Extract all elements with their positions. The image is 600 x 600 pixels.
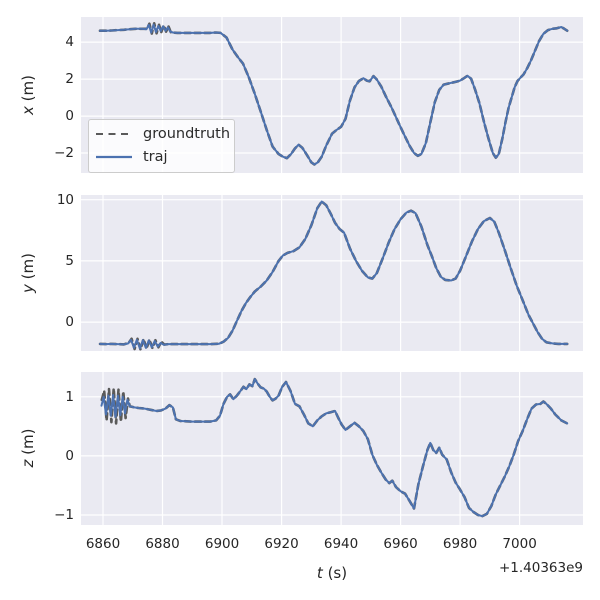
y-tick-label: −2 bbox=[54, 145, 74, 162]
legend-item-traj: traj bbox=[96, 146, 232, 167]
xlabel-var: t bbox=[316, 564, 323, 582]
legend-item-groundtruth: groundtruth bbox=[96, 123, 232, 144]
y-tick-label: 2 bbox=[65, 71, 74, 88]
y-tick-label: 4 bbox=[65, 34, 74, 51]
ylabel-y: y (m) bbox=[18, 238, 38, 308]
y-tick-label: 0 bbox=[65, 108, 74, 125]
y-tick-label: 5 bbox=[65, 252, 74, 269]
ylabel-y-var: y bbox=[19, 284, 37, 293]
y-tick-label: 0 bbox=[65, 314, 74, 331]
legend-solid-line-sample bbox=[96, 155, 132, 158]
x-tick-label: 6920 bbox=[264, 536, 299, 552]
x-tick-label: 7000 bbox=[502, 536, 537, 552]
legend-dashed-line-sample bbox=[96, 132, 132, 135]
y-tick-label: 0 bbox=[65, 447, 74, 464]
x-tick-label: 6980 bbox=[442, 536, 478, 552]
y-tick-label: 1 bbox=[65, 388, 74, 405]
legend-label-traj: traj bbox=[143, 148, 168, 165]
x-tick-label: 6880 bbox=[145, 536, 180, 552]
x-tick-label: 6940 bbox=[323, 536, 359, 552]
y-tick-label: −1 bbox=[54, 506, 74, 523]
x-tick-label: 6900 bbox=[204, 536, 240, 552]
xlabel-unit: (s) bbox=[327, 564, 348, 582]
y-tick-label: 10 bbox=[56, 191, 74, 208]
x-tick-label: 6860 bbox=[85, 536, 121, 552]
legend: groundtruth traj bbox=[88, 119, 235, 173]
legend-label-groundtruth: groundtruth bbox=[143, 125, 231, 142]
xlabel: t (s) bbox=[292, 564, 372, 582]
x-tick-label: 6960 bbox=[383, 536, 418, 552]
axis-offset-text: +1.40363e9 bbox=[498, 560, 583, 576]
